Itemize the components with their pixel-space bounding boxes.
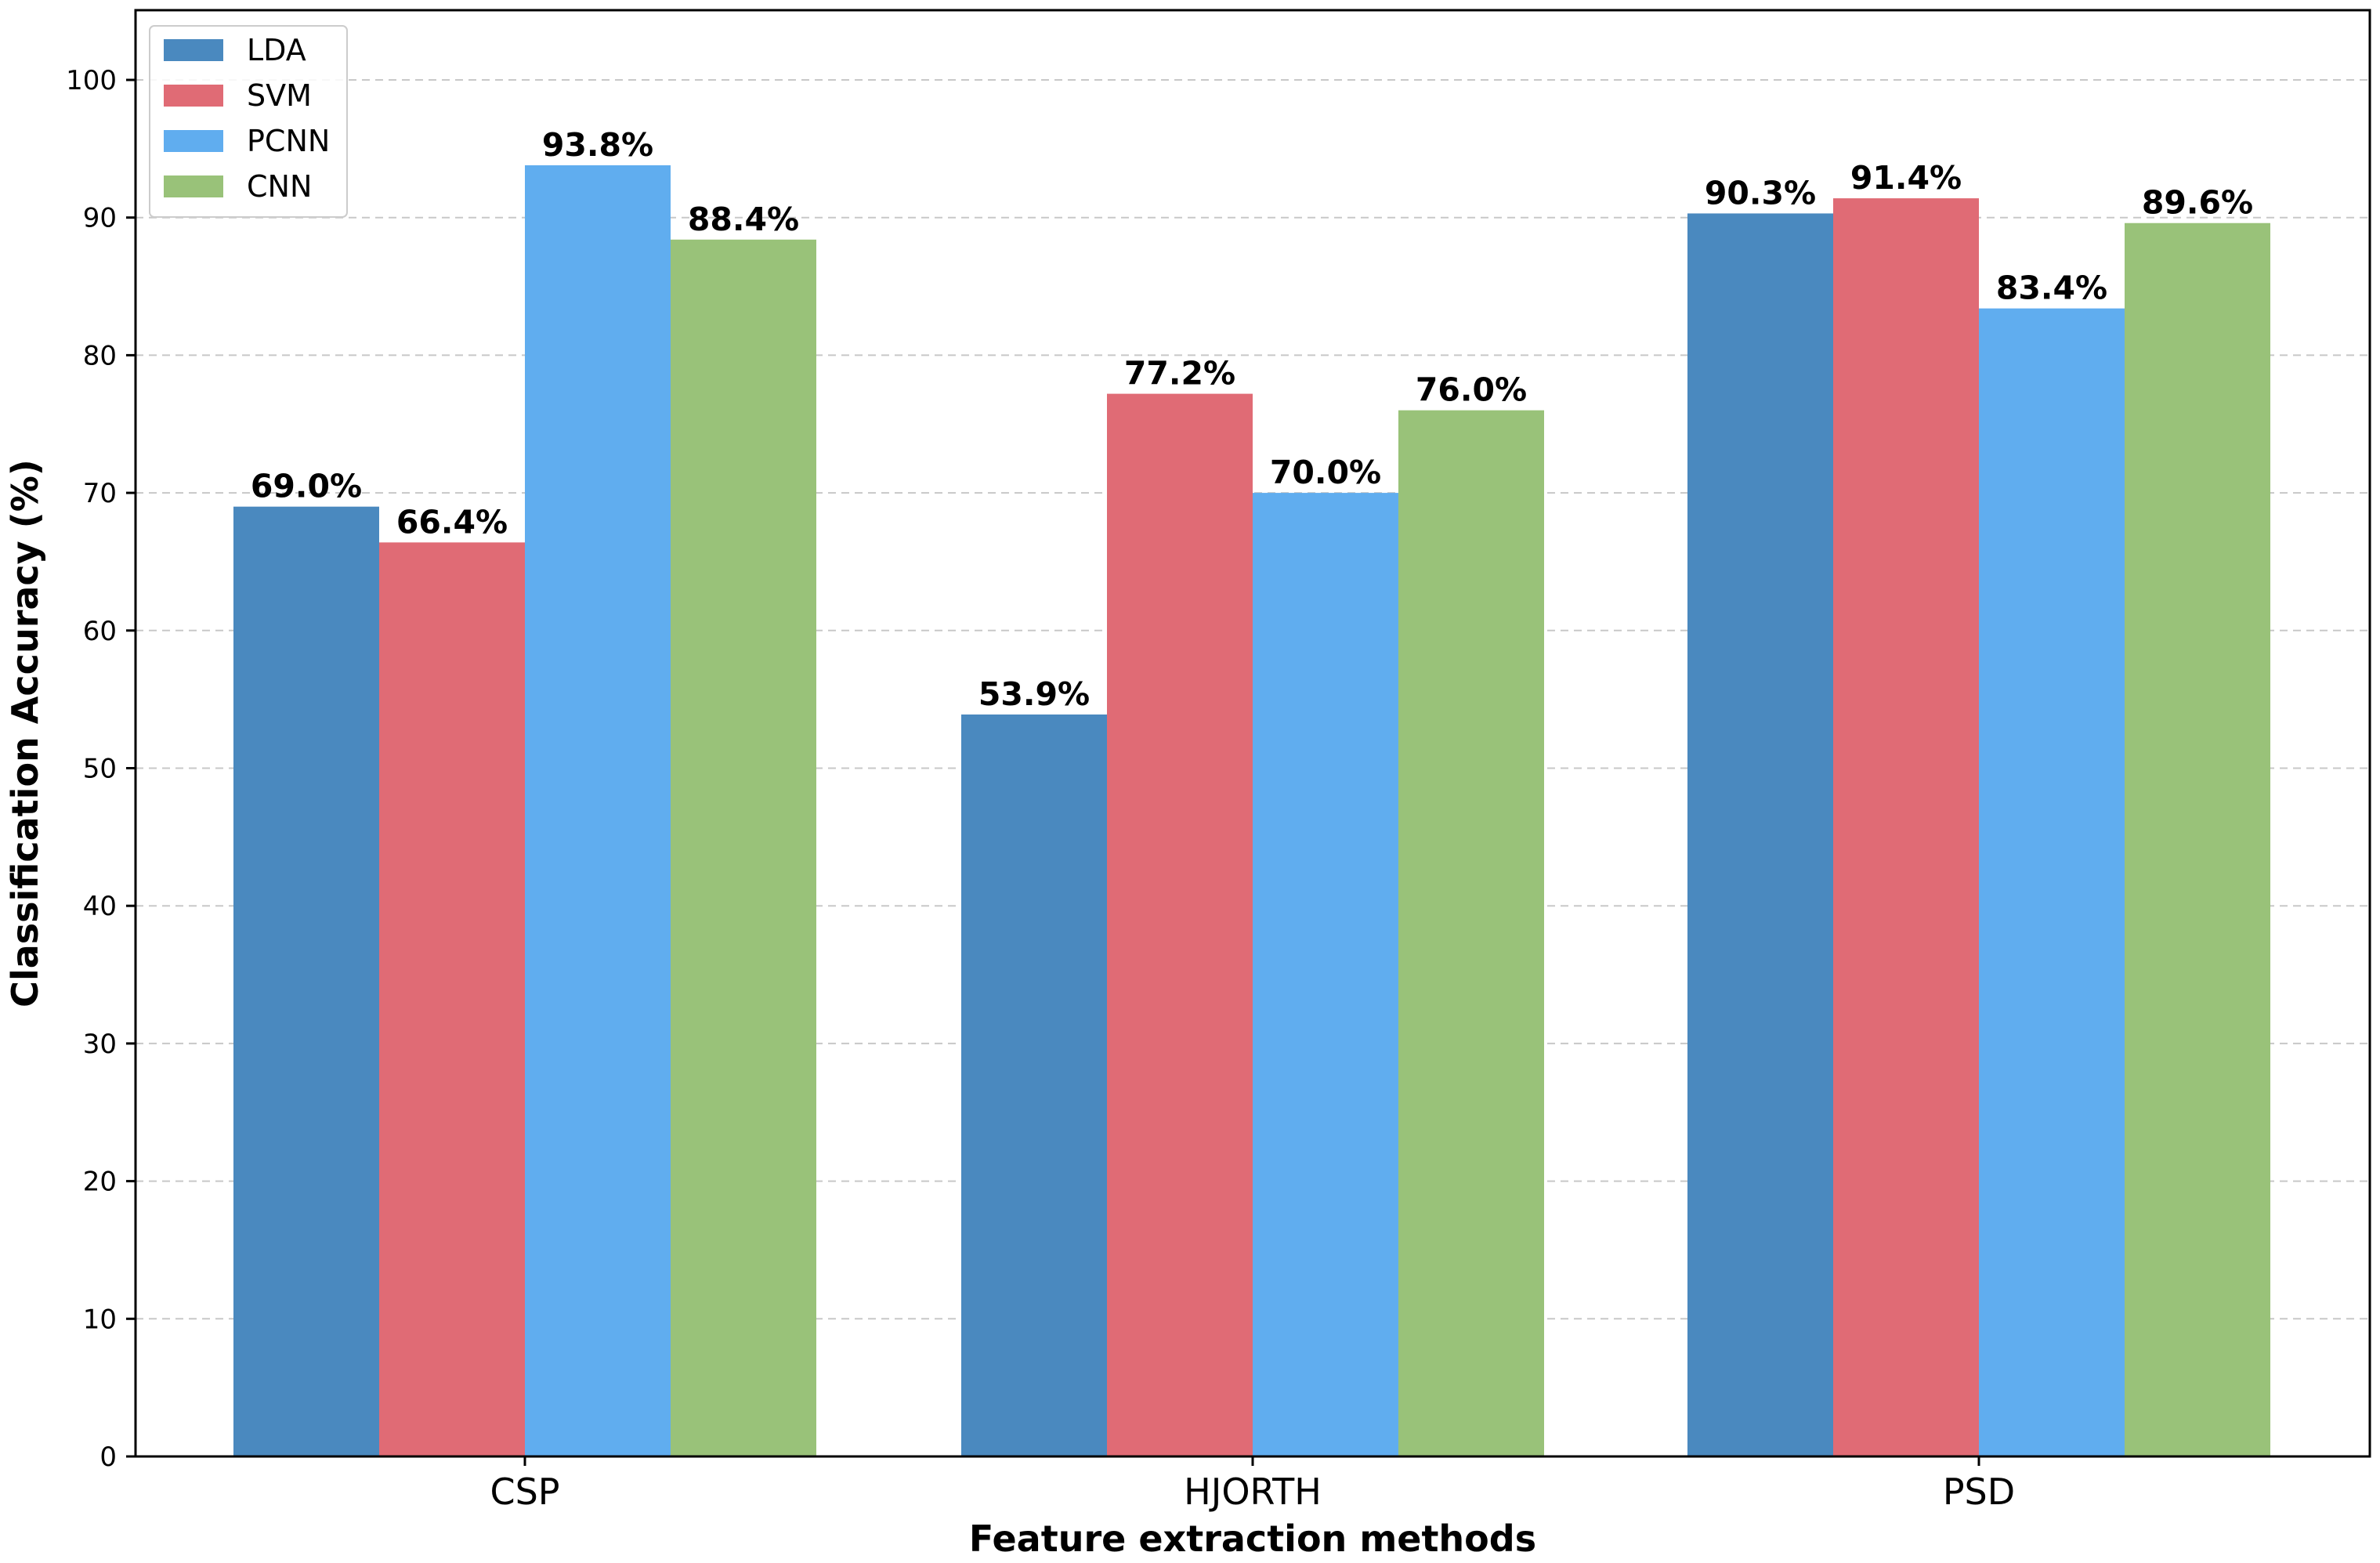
y-tick-label-90: 90: [83, 203, 117, 234]
y-axis-title: Classification Accuracy (%): [4, 459, 46, 1008]
bar-cnn-csp: [671, 239, 816, 1456]
value-label-svm-hjorth: 77.2%: [1124, 355, 1235, 393]
value-label-cnn-psd: 89.6%: [2142, 184, 2253, 222]
legend-label-svm: SVM: [247, 78, 312, 113]
bar-svm-hjorth: [1107, 393, 1253, 1457]
x-category-label-hjorth: HJORTH: [1184, 1471, 1322, 1513]
y-tick-label-80: 80: [83, 340, 117, 371]
legend-swatch-pcnn: [164, 130, 223, 152]
x-axis-title: Feature extraction methods: [969, 1518, 1536, 1560]
bar-cnn-psd: [2125, 223, 2270, 1456]
value-label-pcnn-psd: 83.4%: [1996, 270, 2107, 307]
bar-lda-psd: [1687, 213, 1833, 1457]
legend: LDA SVM PCNN CNN: [149, 25, 348, 218]
y-axis-ticks: 0 10 20 30 40 50 60 70 80 90 100: [66, 65, 136, 1473]
value-label-cnn-hjorth: 76.0%: [1416, 371, 1527, 409]
legend-label-cnn: CNN: [247, 169, 312, 204]
bar-lda-csp: [233, 506, 379, 1457]
x-axis-categories: CSP HJORTH PSD: [490, 1456, 2015, 1513]
bar-svm-csp: [379, 542, 525, 1456]
legend-box: [149, 25, 348, 218]
value-label-pcnn-csp: 93.8%: [542, 126, 653, 164]
y-tick-label-0: 0: [99, 1442, 117, 1473]
y-tick-label-10: 10: [83, 1304, 117, 1335]
y-tick-label-40: 40: [83, 891, 117, 922]
legend-swatch-cnn: [164, 175, 223, 197]
bar-lda-hjorth: [961, 714, 1107, 1456]
value-label-pcnn-hjorth: 70.0%: [1270, 454, 1381, 491]
bars: [233, 165, 2270, 1457]
value-label-svm-csp: 66.4%: [396, 503, 508, 541]
bar-pcnn-hjorth: [1253, 493, 1398, 1456]
bar-value-labels: 69.0% 66.4% 93.8% 88.4% 53.9% 77.2% 70.0% 76.0%…: [251, 126, 2253, 713]
y-tick-label-50: 50: [83, 754, 117, 785]
value-label-lda-psd: 90.3%: [1705, 174, 1816, 212]
y-tick-label-60: 60: [83, 616, 117, 647]
value-label-svm-psd: 91.4%: [1850, 159, 1962, 197]
bar-pcnn-psd: [1979, 308, 2125, 1456]
x-category-label-psd: PSD: [1943, 1471, 2015, 1513]
legend-swatch-svm: [164, 85, 223, 107]
y-tick-label-20: 20: [83, 1167, 117, 1198]
y-tick-label-100: 100: [66, 65, 117, 96]
legend-label-lda: LDA: [247, 33, 306, 67]
value-label-lda-hjorth: 53.9%: [978, 675, 1090, 713]
bar-svm-psd: [1833, 198, 1979, 1456]
x-category-label-csp: CSP: [490, 1471, 559, 1513]
bar-cnn-hjorth: [1398, 410, 1544, 1457]
legend-swatch-lda: [164, 39, 223, 61]
value-label-lda-csp: 69.0%: [251, 468, 362, 505]
y-tick-label-70: 70: [83, 478, 117, 509]
legend-label-pcnn: PCNN: [247, 124, 330, 158]
value-label-cnn-csp: 88.4%: [688, 201, 799, 238]
bar-pcnn-csp: [525, 165, 671, 1457]
y-tick-label-30: 30: [83, 1029, 117, 1060]
